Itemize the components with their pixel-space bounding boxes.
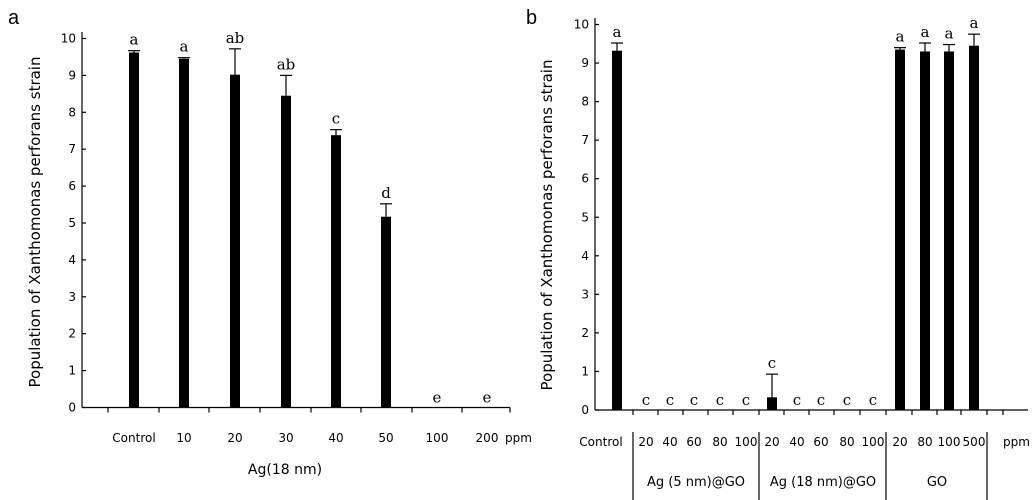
panel-b-bar xyxy=(944,51,954,411)
panel-b-category-label: 500 xyxy=(963,435,986,449)
panel-a-bar xyxy=(281,95,291,408)
panel-a-y-tick-label: 1 xyxy=(68,364,76,378)
panel-a-significance-label: d xyxy=(381,184,391,202)
panel-b-significance-label: c xyxy=(642,391,650,409)
panel-a-bar xyxy=(179,58,189,408)
panel-b-y-tick-label: 4 xyxy=(581,249,589,263)
panel-b-y-tick-label: 7 xyxy=(581,133,589,147)
panel-b-significance-label: c xyxy=(817,391,825,409)
panel-b-y-tick-label: 10 xyxy=(574,18,589,32)
panel-b-group-label: Ag (18 nm)@GO xyxy=(770,475,876,490)
panel-a-y-axis-label: Population of Xanthomonas perforans stra… xyxy=(26,57,44,388)
panel-a-significance-label: a xyxy=(180,38,189,56)
panel-b-y-tick-label: 0 xyxy=(581,403,589,417)
panel-a-significance-label: e xyxy=(433,389,442,407)
panel-a-category-label: 200 xyxy=(476,431,499,445)
panel-a-category-label: 20 xyxy=(227,431,242,445)
panel-b-category-label: 60 xyxy=(813,435,828,449)
panel-a-y-tick-label: 8 xyxy=(68,105,76,119)
panel-a-significance-label: c xyxy=(332,110,340,128)
panel-b-group-label: Ag (5 nm)@GO xyxy=(647,475,745,490)
panel-b-significance-label: a xyxy=(945,25,954,43)
panel-a-x-axis-label: Ag(18 nm) xyxy=(248,462,322,478)
panel-b-significance-label: c xyxy=(690,391,698,409)
panel-a-label: a xyxy=(8,7,20,29)
panel-a-bar xyxy=(129,52,139,408)
panel-b-y-axis-label: Population of Xanthomonas perforans stra… xyxy=(538,60,556,391)
panel-b-significance-label: c xyxy=(793,391,801,409)
panel-b-group-label: GO xyxy=(927,475,947,490)
panel-b: b Population of Xanthomonas perforans st… xyxy=(526,7,1030,500)
panel-a-significance-label: e xyxy=(483,389,492,407)
panel-b-category-label: 40 xyxy=(789,435,804,449)
panel-a-category-label: Control xyxy=(112,431,155,445)
panel-b-significance-label: a xyxy=(921,23,930,41)
panel-b-bar xyxy=(895,49,905,411)
panel-b-y-tick-label: 9 xyxy=(581,56,589,70)
panel-b-y-tick-label: 1 xyxy=(581,364,589,378)
panel-b-significance-label: a xyxy=(613,23,622,41)
panel-a-y-tick-label: 10 xyxy=(61,32,76,46)
panel-b-category-label: 20 xyxy=(764,435,779,449)
panel-b-significance-label: c xyxy=(869,391,877,409)
panel-a-bar xyxy=(331,135,341,408)
panel-b-category-label: 100 xyxy=(938,435,961,449)
panel-a-significance-label: a xyxy=(130,31,139,49)
panel-a-category-label: 10 xyxy=(176,431,191,445)
panel-b-significance-label: c xyxy=(768,354,776,372)
panel-b-category-label: 20 xyxy=(638,435,653,449)
panel-b-category-label: 80 xyxy=(917,435,932,449)
panel-a-y-tick-label: 0 xyxy=(68,401,76,415)
panel-b-label: b xyxy=(526,7,537,29)
panel-b-bar xyxy=(920,51,930,411)
panel-b-category-label: 100 xyxy=(862,435,885,449)
panel-b-y-tick-label: 3 xyxy=(581,287,589,301)
panel-b-y-tick-label: 2 xyxy=(581,326,589,340)
panel-a-y-tick-label: 7 xyxy=(68,142,76,156)
panel-b-y-tick-label: 8 xyxy=(581,95,589,109)
panel-a: a Population of Xanthomonas perforans st… xyxy=(8,7,532,478)
panel-b-significance-label: c xyxy=(716,391,724,409)
panel-b-category-label: 20 xyxy=(892,435,907,449)
panel-a-bar xyxy=(230,74,240,408)
panel-a-y-tick-label: 2 xyxy=(68,327,76,341)
panel-a-category-label: 30 xyxy=(278,431,293,445)
panel-b-y-tick-label: 5 xyxy=(581,210,589,224)
panel-b-category-label: 100 xyxy=(735,435,758,449)
panel-a-category-label: 100 xyxy=(426,431,449,445)
panel-b-y-tick-label: 6 xyxy=(581,172,589,186)
panel-a-y-tick-label: 6 xyxy=(68,179,76,193)
panel-b-significance-label: c xyxy=(666,391,674,409)
panel-a-y-tick-label: 3 xyxy=(68,290,76,304)
panel-a-bar xyxy=(381,216,391,408)
panel-a-y-tick-label: 4 xyxy=(68,253,76,267)
panel-a-significance-label: ab xyxy=(226,29,245,47)
panel-b-bar xyxy=(969,45,979,410)
panel-b-category-label: 80 xyxy=(839,435,854,449)
panel-a-significance-label: ab xyxy=(277,55,296,73)
panel-b-significance-label: c xyxy=(742,391,750,409)
panel-a-y-tick-label: 9 xyxy=(68,68,76,82)
panel-b-category-label: 80 xyxy=(712,435,727,449)
panel-b-unit-label: ppm xyxy=(1003,435,1030,449)
panel-b-bar xyxy=(612,50,622,411)
panel-a-y-tick-label: 5 xyxy=(68,216,76,230)
panel-a-unit-label: ppm xyxy=(505,431,532,445)
panel-a-category-label: 50 xyxy=(378,431,393,445)
panel-b-bar xyxy=(767,397,777,410)
panel-b-category-label: 60 xyxy=(686,435,701,449)
panel-b-significance-label: a xyxy=(896,28,905,46)
panel-a-category-label: 40 xyxy=(328,431,343,445)
panel-b-category-label: Control xyxy=(579,435,622,449)
panel-b-significance-label: c xyxy=(843,391,851,409)
panel-b-significance-label: a xyxy=(970,14,979,32)
panel-b-category-label: 40 xyxy=(662,435,677,449)
